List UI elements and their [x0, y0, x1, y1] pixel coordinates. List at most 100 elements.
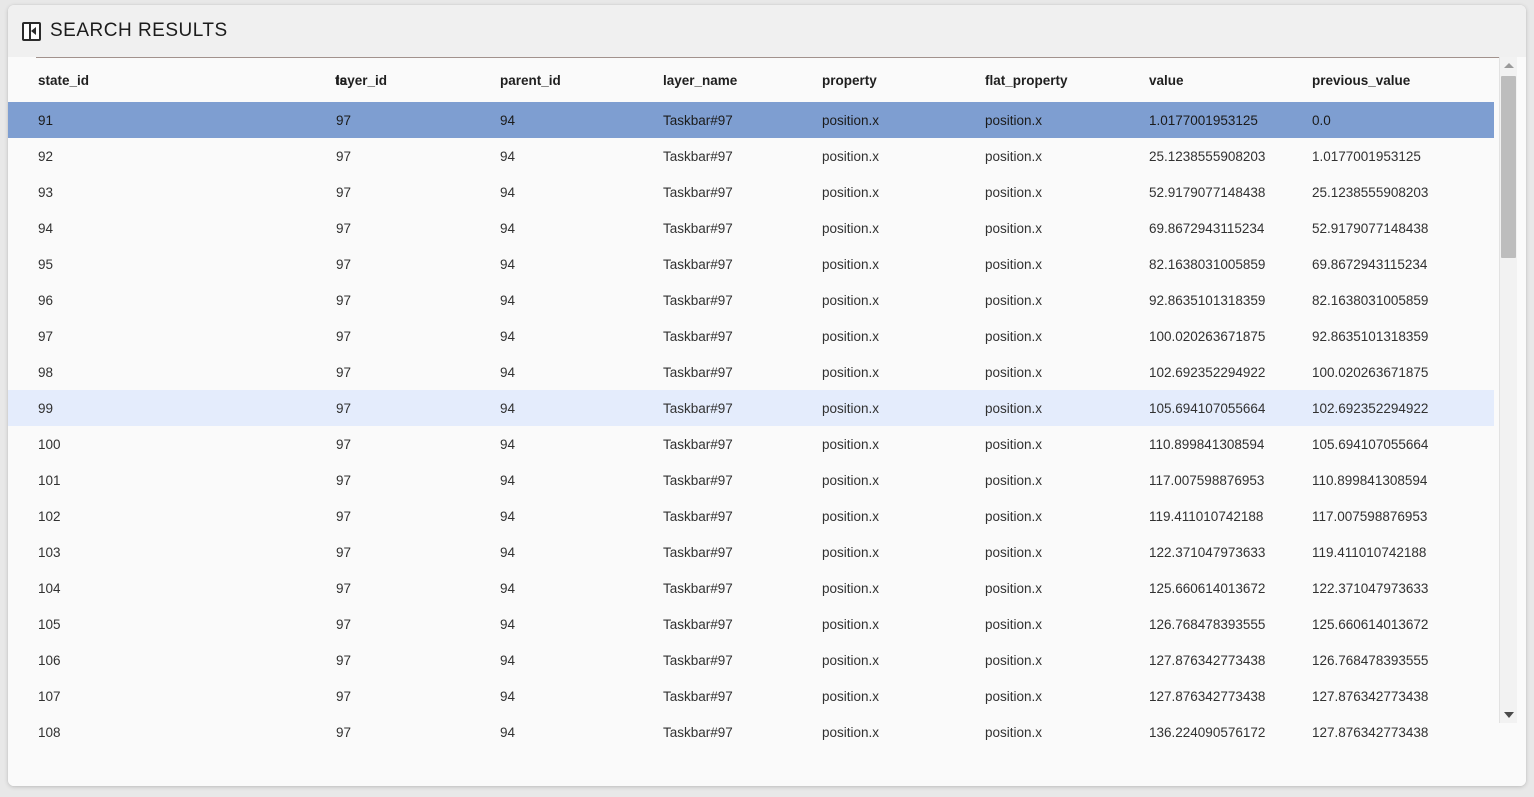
cell-ts[interactable]: 19:39:18.190 [172, 606, 336, 642]
cell-layer-id: 97 [336, 220, 352, 236]
cell-parent-id: 94 [500, 184, 516, 200]
cell-value: 1.0177001953125 [1149, 102, 1312, 138]
cell-layer-id: 97 [336, 292, 352, 308]
cell-ts[interactable]: 19:39:17.957 [172, 102, 336, 138]
cell-property: position.x [822, 688, 880, 704]
table-row[interactable]: 94 19:39:18.00797 94 Taskbar#97 position.x po… [8, 210, 1494, 246]
cell-property: position.x [822, 544, 880, 560]
cell-layer-name: Taskbar#97 [663, 580, 733, 596]
cell-ts[interactable]: 19:39:18.174 [172, 570, 336, 606]
cell-layer-name: Taskbar#97 [663, 364, 733, 380]
table-row[interactable]: 106 19:39:18.20797 94 Taskbar#97 position.x p… [8, 642, 1494, 678]
cell-value: 122.371047973633 [1149, 544, 1266, 560]
column-header-ts[interactable]: ts [172, 57, 347, 102]
cell-layer-id: 97 [336, 390, 500, 426]
column-header-flat-property[interactable]: flat_property [985, 57, 1149, 102]
cell-value: 105.694107055664 [1149, 390, 1312, 426]
cell-layer-name: Taskbar#97 [663, 472, 733, 488]
column-header-property[interactable]: property [822, 57, 985, 102]
table-row[interactable]: 101 19:39:18.12497 94 Taskbar#97 position.x p… [8, 462, 1494, 498]
column-header-parent-id[interactable]: parent_id [500, 57, 663, 102]
cell-ts[interactable]: 19:39:18.007 [172, 210, 336, 246]
column-header-previous-value[interactable]: previous_value [1312, 57, 1494, 102]
table-row[interactable]: 105 19:39:18.19097 94 Taskbar#97 position.x p… [8, 606, 1494, 642]
cell-value: 100.020263671875 [1149, 328, 1266, 344]
cell-ts[interactable]: 19:39:17.974 [172, 138, 336, 174]
cell-previous-value: 82.1638031005859 [1312, 292, 1429, 308]
cell-previous-value: 105.694107055664 [1312, 436, 1429, 452]
column-header-layer-name[interactable]: layer_name [663, 57, 822, 102]
cell-property: position.x [822, 390, 985, 426]
card-header: SEARCH RESULTS [8, 5, 1526, 57]
cell-value: 136.224090576172 [1149, 724, 1266, 740]
cell-property: position.x [822, 436, 880, 452]
cell-value: 82.1638031005859 [1149, 256, 1266, 272]
cell-parent-id: 94 [500, 724, 516, 740]
cell-property: position.x [822, 616, 880, 632]
scrollbar-thumb[interactable] [1501, 76, 1516, 258]
table-row[interactable]: 108 19:39:18.24097 94 Taskbar#97 position.x p… [8, 714, 1494, 750]
cell-ts[interactable]: 19:39:18.240 [172, 714, 336, 750]
cell-ts[interactable]: 19:39:18.057 [172, 318, 336, 354]
cell-value: 52.9179077148438 [1149, 184, 1266, 200]
cell-ts[interactable]: 19:39:18.090 [172, 390, 336, 426]
table-header: state_id ts layer_id parent_id layer_nam… [8, 57, 1494, 102]
cell-property: position.x [822, 652, 880, 668]
cell-flat-property: position.x [985, 724, 1043, 740]
table-row[interactable]: 98 19:39:18.07497 94 Taskbar#97 position.x po… [8, 354, 1494, 390]
table-row[interactable]: 92 19:39:17.97497 94 Taskbar#97 position.x po… [8, 138, 1494, 174]
cell-ts[interactable]: 19:39:18.207 [172, 642, 336, 678]
cell-ts[interactable]: 19:39:18.074 [172, 354, 336, 390]
column-header-state-id[interactable]: state_id [8, 57, 172, 102]
cell-layer-name: Taskbar#97 [663, 508, 733, 524]
column-header-layer-id[interactable]: layer_id [336, 57, 500, 102]
table-row[interactable]: 103 19:39:18.15797 94 Taskbar#97 position.x p… [8, 534, 1494, 570]
results-table-area: state_id ts layer_id parent_id layer_nam… [8, 57, 1526, 786]
cell-ts[interactable]: 19:39:18.140 [172, 498, 336, 534]
table-row[interactable]: 9719:39:18.0579794Taskbar#97position.xpo… [8, 318, 1494, 354]
cell-previous-value: 127.876342773438 [1312, 688, 1429, 704]
table-row[interactable]: 102 19:39:18.14097 94 Taskbar#97 position.x p… [8, 498, 1494, 534]
cell-flat-property: position.x [985, 220, 1043, 236]
table-row[interactable]: 95 19:39:18.02497 94 Taskbar#97 position.x po… [8, 246, 1494, 282]
cell-property: position.x [822, 472, 880, 488]
table-row[interactable]: 104 19:39:18.17497 94 Taskbar#97 position.x p… [8, 570, 1494, 606]
cell-ts[interactable]: 19:39:18.223 [172, 678, 336, 714]
cell-previous-value: 25.1238555908203 [1312, 184, 1429, 200]
cell-ts[interactable]: 19:39:18.041 [172, 282, 336, 318]
cell-flat-property: position.x [985, 652, 1043, 668]
cell-ts[interactable]: 19:39:17.991 [172, 174, 336, 210]
table-row[interactable]: 93 19:39:17.99197 94 Taskbar#97 position.x po… [8, 174, 1494, 210]
cell-ts[interactable]: 19:39:18.024 [172, 246, 336, 282]
cell-parent-id: 94 [500, 328, 516, 344]
cell-state-id: 100 [38, 436, 61, 452]
cell-previous-value: 100.020263671875 [1312, 364, 1429, 380]
cell-layer-id: 97 [336, 544, 352, 560]
table-row[interactable]: 96 19:39:18.04197 94 Taskbar#97 position.x po… [8, 282, 1494, 318]
panel-collapse-left-icon[interactable] [22, 21, 41, 41]
scroll-down-arrow-icon[interactable] [1500, 706, 1517, 723]
cell-flat-property: position.x [985, 544, 1043, 560]
cell-previous-value: 125.660614013672 [1312, 616, 1429, 632]
cell-layer-id: 97 [336, 472, 352, 488]
table-row[interactable]: 9119:39:17.9579794Taskbar#97position.xpo… [8, 102, 1494, 138]
cell-flat-property: position.x [985, 102, 1149, 138]
cell-layer-name: Taskbar#97 [663, 256, 733, 272]
cell-parent-id: 94 [500, 652, 516, 668]
cell-ts[interactable]: 19:39:18.157 [172, 534, 336, 570]
table-header-row: state_id ts layer_id parent_id layer_nam… [8, 57, 1494, 102]
cell-ts[interactable]: 19:39:18.124 [172, 462, 336, 498]
vertical-scrollbar[interactable] [1499, 57, 1517, 723]
cell-property: position.x [822, 256, 880, 272]
scroll-up-arrow-icon[interactable] [1500, 57, 1517, 74]
table-row[interactable]: 9919:39:18.0909794Taskbar#97position.xpo… [8, 390, 1494, 426]
cell-state-id: 106 [38, 652, 61, 668]
cell-state-id: 101 [38, 472, 61, 488]
cell-property: position.x [822, 364, 880, 380]
table-row[interactable]: 107 19:39:18.22397 94 Taskbar#97 position.x p… [8, 678, 1494, 714]
cell-ts[interactable]: 19:39:18.107 [172, 426, 336, 462]
cell-flat-property: position.x [985, 390, 1149, 426]
column-header-value[interactable]: value [1149, 57, 1312, 102]
cell-layer-id: 97 [336, 508, 352, 524]
